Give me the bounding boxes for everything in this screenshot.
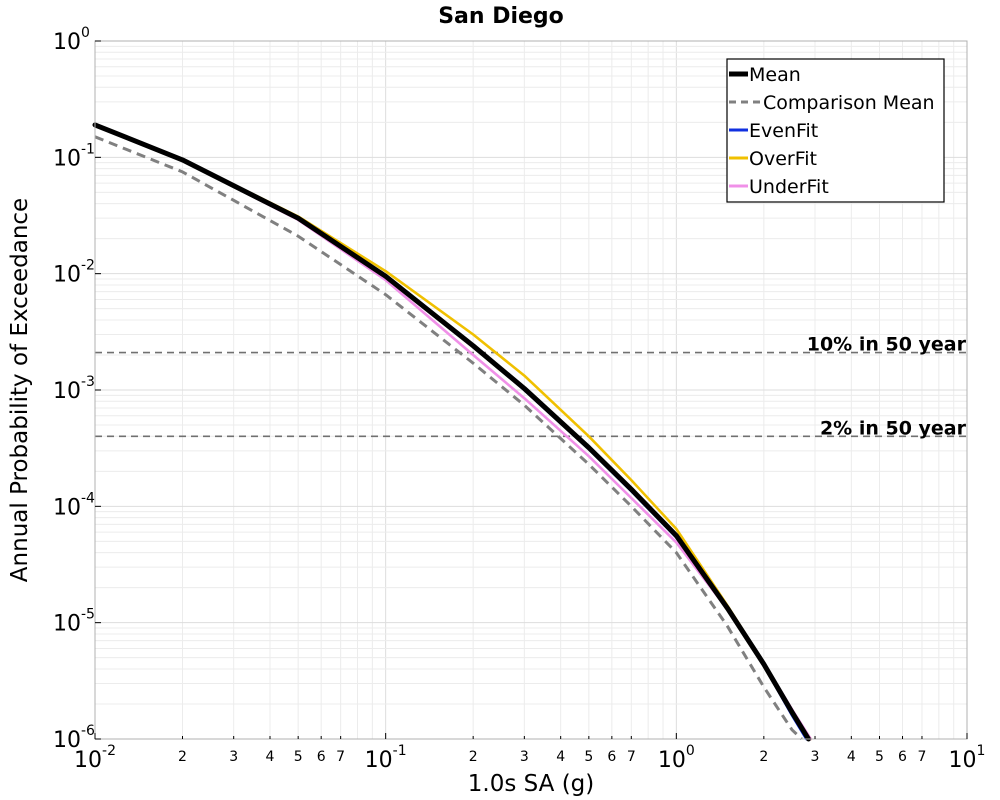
y-tick-label: 10-3 — [53, 374, 95, 404]
y-tick-label: 10-6 — [53, 723, 95, 753]
chart-title: San Diego — [438, 4, 564, 29]
y-tick-label-exponent: -5 — [81, 607, 95, 623]
x-minor-tick-label: 4 — [847, 749, 856, 765]
grid — [94, 41, 967, 740]
y-tick-label-exponent: -4 — [81, 490, 95, 506]
y-tick-label-base: 10 — [53, 146, 81, 171]
x-tick-label: 101 — [949, 743, 986, 773]
x-minor-tick-label: 5 — [875, 749, 884, 765]
x-minor-tick-label: 2 — [178, 749, 187, 765]
y-tick-label-exponent: -3 — [81, 374, 95, 390]
x-minor-tick-label: 4 — [556, 749, 565, 765]
legend-box — [726, 58, 945, 203]
y-tick-label-exponent: -6 — [81, 723, 95, 739]
y-tick-label-exponent: -2 — [81, 258, 95, 274]
y-tick-label-base: 10 — [53, 379, 81, 404]
x-minor-tick-label: 7 — [918, 749, 927, 765]
y-tick-label-base: 10 — [53, 495, 81, 520]
x-minor-tick-label: 3 — [811, 749, 820, 765]
x-tick-label-base: 10 — [74, 748, 102, 773]
reference-lines: 10% in 50 year 2% in 50 year — [95, 334, 967, 439]
x-tick-label-exponent: 0 — [686, 743, 695, 759]
x-minor-tick-label: 3 — [520, 749, 529, 765]
x-minor-tick-label: 7 — [627, 749, 636, 765]
x-minor-tick-label: 7 — [336, 749, 345, 765]
y-tick-label: 10-4 — [53, 490, 95, 520]
legend-label: EvenFit — [749, 120, 818, 142]
x-minor-tick-label: 3 — [229, 749, 238, 765]
y-tick-label: 10-2 — [53, 258, 95, 288]
reference-line-label: 2% in 50 year — [820, 417, 967, 439]
legend-label: OverFit — [749, 148, 817, 170]
series-line-comparison-mean — [94, 135, 803, 741]
x-minor-tick-label: 2 — [469, 749, 478, 765]
x-tick-label-base: 10 — [658, 748, 686, 773]
y-tick-label: 100 — [53, 25, 90, 55]
x-tick-label-exponent: -2 — [102, 743, 116, 759]
x-tick-label-exponent: -1 — [393, 743, 407, 759]
x-minor-tick-label: 6 — [898, 749, 907, 765]
x-axis-title: 1.0s SA (g) — [468, 771, 595, 797]
x-tick-label: 100 — [658, 743, 695, 773]
legend-label: Mean — [749, 64, 801, 86]
y-tick-label: 10-1 — [53, 141, 95, 171]
legend-label: Comparison Mean — [763, 92, 935, 114]
y-tick-label-base: 10 — [53, 728, 81, 753]
legend-label: UnderFit — [749, 176, 829, 198]
x-tick-label-base: 10 — [365, 748, 393, 773]
y-tick-label-base: 10 — [53, 30, 81, 55]
y-tick-label-exponent: -1 — [81, 141, 95, 157]
y-tick-label-base: 10 — [53, 263, 81, 288]
legend: Mean Comparison Mean EvenFit OverFit UnderFi… — [726, 58, 945, 203]
x-tick-label-base: 10 — [949, 748, 977, 773]
x-minor-tick-label: 6 — [607, 749, 616, 765]
series-line-mean — [92, 122, 811, 742]
y-axis-title: Annual Probability of Exceedance — [7, 198, 33, 582]
x-minor-tick-label: 5 — [294, 749, 303, 765]
series-line-underfit — [93, 123, 813, 741]
x-tick-label-exponent: 1 — [977, 743, 986, 759]
x-minor-tick-label: 5 — [584, 749, 593, 765]
series-lines — [92, 122, 813, 742]
y-tick-label-base: 10 — [53, 612, 81, 637]
reference-line-label: 10% in 50 year — [807, 334, 967, 356]
x-tick-label: 10-2 — [74, 743, 116, 773]
y-tick-label-exponent: 0 — [81, 25, 90, 41]
y-tick-label: 10-5 — [53, 607, 95, 637]
x-minor-tick-label: 2 — [759, 749, 768, 765]
x-tick-label: 10-1 — [365, 743, 407, 773]
x-minor-tick-label: 4 — [266, 749, 275, 765]
x-minor-tick-label: 6 — [317, 749, 326, 765]
series-line-overfit — [93, 123, 813, 741]
series-line-evenfit — [93, 123, 808, 741]
